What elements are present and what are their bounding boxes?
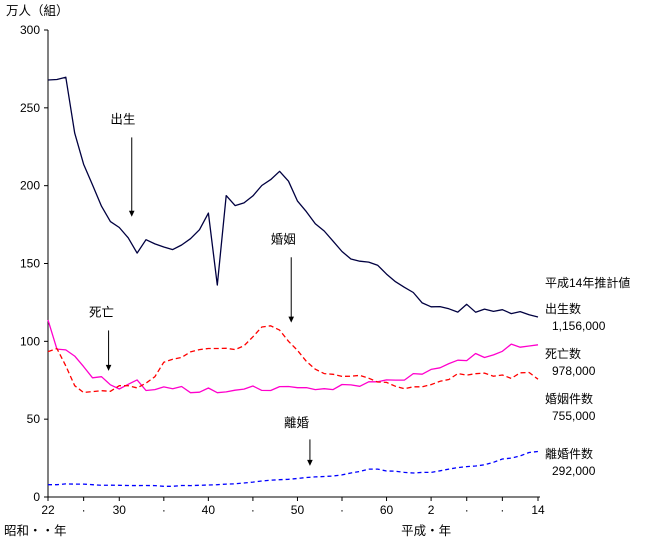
x-tick-label: 40 — [202, 503, 216, 517]
annotation-arrowhead-divorces — [307, 459, 313, 466]
estimate-item-marriages: 婚姻件数 755,000 — [545, 392, 648, 423]
series-divorces — [48, 450, 539, 487]
x-tick-label: · — [162, 503, 166, 517]
series-deaths — [47, 319, 539, 394]
y-tick-label: 300 — [20, 23, 40, 37]
estimate-label-marriages: 婚姻件数 — [545, 392, 594, 406]
x-tick-label: · — [251, 503, 255, 517]
estimate-label-divorces: 離婚件数 — [545, 447, 594, 461]
annotation-label-divorces: 離婚 — [284, 416, 310, 430]
y-tick-label: 0 — [33, 490, 40, 504]
estimate-item-births: 出生数 1,156,000 — [545, 302, 648, 333]
series-births — [47, 76, 539, 318]
x-tick-label: · — [340, 503, 344, 517]
x-tick-label: · — [465, 503, 469, 517]
estimate-value-marriages: 755,000 — [552, 409, 596, 423]
y-tick-label: 50 — [27, 412, 41, 426]
annotation-label-marriages: 婚姻 — [271, 231, 296, 246]
annotation-label-deaths: 死亡 — [89, 305, 114, 319]
x-tick-label: 22 — [41, 503, 55, 517]
y-tick-label: 250 — [20, 101, 40, 115]
annotation-label-births: 出生 — [110, 112, 135, 126]
annotation-arrowhead-deaths — [105, 364, 112, 371]
x-tick-label: 60 — [380, 503, 394, 517]
annotation-arrowhead-marriages — [288, 316, 295, 323]
x-tick-label: · — [500, 503, 504, 517]
x-tick-label: 30 — [113, 503, 127, 517]
era-label-heisei: 平成・年 — [401, 524, 451, 538]
x-tick-label: 50 — [291, 503, 305, 517]
estimate-value-births: 1,156,000 — [552, 319, 606, 333]
y-tick-label: 200 — [20, 179, 40, 193]
estimate-value-deaths: 978,000 — [552, 364, 596, 378]
y-axis-title: 万人（組） — [6, 4, 69, 18]
estimates-panel: 平成14年推計値 出生数 1,156,000 死亡数 978,000 婚姻件数 … — [545, 276, 648, 492]
estimate-label-births: 出生数 — [545, 302, 582, 316]
estimate-value-divorces: 292,000 — [552, 464, 596, 478]
estimates-title: 平成14年推計値 — [545, 276, 631, 290]
x-tick-label: 2 — [428, 503, 435, 517]
series-marriages — [47, 325, 539, 394]
estimate-item-deaths: 死亡数 978,000 — [545, 347, 648, 378]
estimate-label-deaths: 死亡数 — [545, 347, 582, 361]
x-tick-label: 14 — [531, 503, 545, 517]
x-tick-label: · — [82, 503, 86, 517]
y-tick-label: 150 — [20, 257, 40, 271]
y-tick-label: 100 — [20, 334, 40, 348]
era-label-showa: 昭和・・年 — [4, 524, 67, 538]
estimate-item-divorces: 離婚件数 292,000 — [545, 447, 648, 478]
annotation-arrowhead-births — [128, 210, 135, 217]
